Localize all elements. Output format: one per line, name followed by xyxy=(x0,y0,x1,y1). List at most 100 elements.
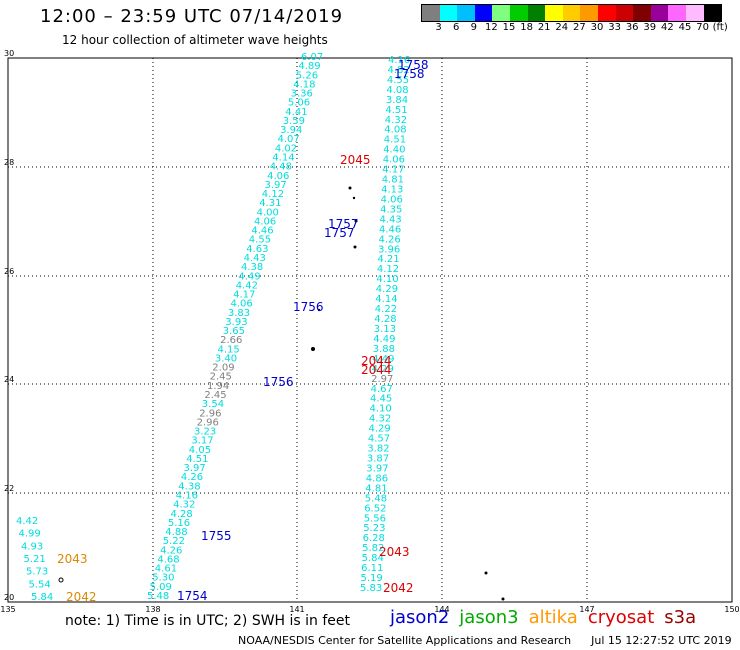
color-scale-label: 15 xyxy=(502,22,516,33)
wave-height-label: 4.13 xyxy=(381,185,403,196)
longitude-label: 138 xyxy=(145,605,160,614)
color-scale-bar xyxy=(421,4,723,22)
color-swatch xyxy=(597,5,616,21)
wave-height-label: 2.45 xyxy=(210,372,232,383)
wave-height-label: 3.40 xyxy=(215,354,237,365)
island xyxy=(484,571,488,575)
wave-height-label: 4.57 xyxy=(368,434,390,445)
color-swatch xyxy=(457,5,475,21)
color-swatch xyxy=(422,5,440,21)
longitude-label: 135 xyxy=(0,605,15,614)
wave-height-label: 5.21 xyxy=(24,554,46,565)
wave-height-label: 4.12 xyxy=(262,189,284,200)
mission-legend-item: cryosat xyxy=(587,607,655,628)
wave-height-label: 4.93 xyxy=(21,541,43,552)
axis-labels: 135 138 141 144 147 150 20 22 24 26 28 30 xyxy=(0,49,739,614)
wave-height-label: 4.99 xyxy=(19,529,41,540)
latitude-label: 26 xyxy=(4,267,14,276)
color-scale-label: 70 xyxy=(696,22,709,33)
wave-height-label: 3.97 xyxy=(184,463,206,474)
wave-height-label: 2.45 xyxy=(204,390,226,401)
color-scale-label: 6 xyxy=(453,22,460,33)
color-scale-label: 42 xyxy=(661,22,674,33)
pass-time-label: 2044 xyxy=(361,363,392,377)
wave-height-label: 4.21 xyxy=(377,254,399,265)
wave-height-label: 5.54 xyxy=(29,579,51,590)
color-swatch xyxy=(668,5,686,21)
wave-height-label: 4.82 xyxy=(388,65,410,76)
wave-height-label: 4.40 xyxy=(383,145,405,156)
altimeter-track: 5.485.095.304.614.684.265.224.885.164.28… xyxy=(147,52,323,602)
color-swatch xyxy=(545,5,563,21)
island xyxy=(348,186,352,190)
mission-legend-item: jason3 xyxy=(459,607,519,628)
color-swatch xyxy=(615,5,634,21)
latitude-label: 22 xyxy=(4,484,14,493)
wave-height-label: 5.16 xyxy=(168,518,190,529)
page-subtitle: 12 hour collection of altimeter wave hei… xyxy=(62,33,328,47)
wave-height-label: 5.23 xyxy=(363,523,385,534)
pass-time-label: 1758 xyxy=(398,58,429,72)
wave-height-label: 4.51 xyxy=(186,454,208,465)
wave-height-label: 4.06 xyxy=(381,195,403,206)
island xyxy=(311,347,315,351)
pass-time-label: 1756 xyxy=(263,375,294,389)
mission-legend-item: jason2 xyxy=(390,607,450,628)
color-scale-label: 18 xyxy=(520,22,533,33)
wave-height-label: 5.19 xyxy=(361,573,383,584)
credit-org: NOAA/NESDIS Center for Satellite Applica… xyxy=(238,634,572,647)
wave-height-label: 4.86 xyxy=(366,473,388,484)
wave-height-label: 5.26 xyxy=(296,70,318,81)
wave-height-label: 4.14 xyxy=(375,294,397,305)
wave-height-label: 6.28 xyxy=(363,533,385,544)
wave-height-label: 4.61 xyxy=(155,564,177,575)
wave-height-label: 3.93 xyxy=(225,317,247,328)
wave-height-label: 4.00 xyxy=(257,207,279,218)
wave-height-label: 4.88 xyxy=(165,527,187,538)
color-swatch xyxy=(703,5,722,21)
color-scale-label: 9 xyxy=(470,22,477,33)
wave-height-label: 4.26 xyxy=(181,472,203,483)
wave-height-label: 4.10 xyxy=(370,404,392,415)
color-swatch xyxy=(492,5,510,21)
pass-time-label: 2043 xyxy=(57,552,88,566)
pass-time-label: 2045 xyxy=(340,153,371,167)
wave-height-label: 4.43 xyxy=(244,253,266,264)
pass-time-label: 2042 xyxy=(66,590,97,604)
wave-height-label: 4.06 xyxy=(231,299,253,310)
wave-height-label: 5.22 xyxy=(163,536,185,547)
wave-height-label: 4.18 xyxy=(293,79,315,90)
page-title: 12:00 – 23:59 UTC 07/14/2019 xyxy=(40,6,344,27)
color-scale-label: 3 xyxy=(435,22,442,33)
wave-height-label: 3.88 xyxy=(373,344,395,355)
wave-height-label: 4.12 xyxy=(377,264,399,275)
wave-height-label: 4.26 xyxy=(379,234,401,245)
color-swatch xyxy=(633,5,651,21)
wave-height-label: 4.49 xyxy=(373,334,395,345)
wave-height-label: 4.55 xyxy=(249,235,271,246)
wave-height-label: 4.29 xyxy=(369,424,391,435)
wave-height-label: 4.02 xyxy=(275,143,297,154)
mission-legend: jason2 jason3 altika cryosat s3a xyxy=(390,607,706,628)
wave-height-label: 3.65 xyxy=(223,326,245,337)
wave-height-label: 5.56 xyxy=(364,513,386,524)
wave-height-label: 5.84 xyxy=(362,553,384,564)
pass-time-label: 1756 xyxy=(293,300,324,314)
map-frame xyxy=(7,57,733,603)
wave-height-label: 5.84 xyxy=(31,592,53,603)
wave-height-label: 5.48 xyxy=(365,493,387,504)
wave-height-label: 3.96 xyxy=(378,244,400,255)
color-scale-label: 27 xyxy=(573,22,586,33)
wave-height-label: 4.29 xyxy=(372,364,394,375)
wave-height-label: 4.28 xyxy=(171,509,193,520)
wave-height-label: 4.35 xyxy=(380,204,402,215)
wave-height-label: 4.51 xyxy=(385,105,407,116)
wave-height-label: 4.28 xyxy=(374,314,396,325)
color-scale-label: (ft) xyxy=(712,22,728,33)
wave-height-label: 4.38 xyxy=(241,262,263,273)
wave-height-label: 4.15 xyxy=(218,344,240,355)
wave-height-label: 3.87 xyxy=(367,454,389,465)
wave-height-label: 4.41 xyxy=(285,107,307,118)
mission-legend-item: s3a xyxy=(664,607,697,628)
